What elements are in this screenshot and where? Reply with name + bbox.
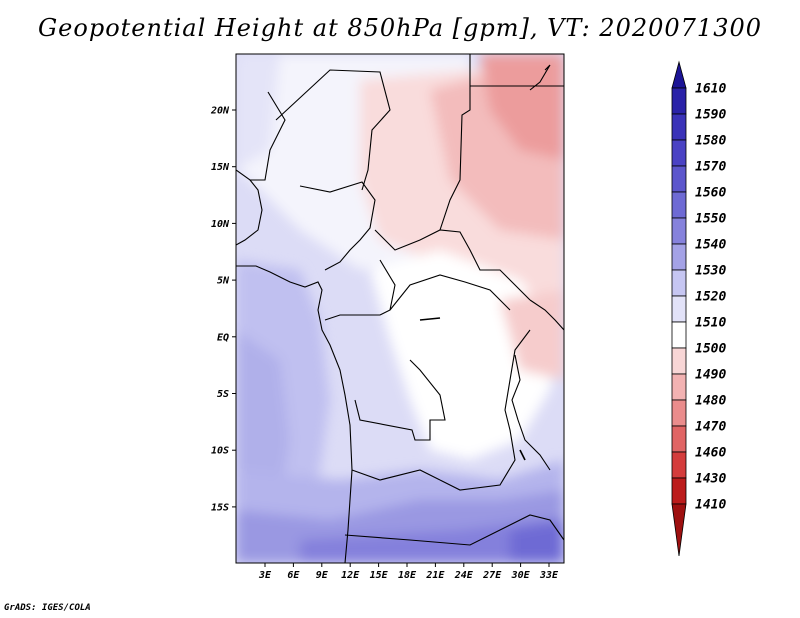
colorbar-segment (671, 477, 687, 505)
colorbar-label: 1510 (695, 316, 726, 331)
borders (236, 54, 564, 563)
lat-label: EQ (217, 332, 229, 343)
colorbar-label: 1490 (695, 368, 726, 383)
colorbar-segment (671, 165, 687, 193)
chart-title: Geopotential Height at 850hPa [gpm], VT:… (38, 14, 762, 42)
lon-label: 18E (398, 570, 417, 581)
colorbar-label: 1470 (695, 420, 726, 435)
lat-label: 10N (211, 219, 230, 230)
colorbar-label: 1480 (695, 394, 726, 409)
colorbar-label: 1460 (695, 446, 726, 461)
colorbar-label: 1590 (695, 108, 726, 123)
colorbar-segment (671, 347, 687, 375)
latitude-axis: 20N 15N 10N 5N EQ 5S 10S 15S (210, 106, 236, 513)
lon-label: 27E (482, 570, 502, 581)
lon-label: 30E (511, 570, 531, 581)
colorbar-label: 1410 (695, 498, 726, 513)
lon-label: 6E (287, 570, 300, 581)
lat-label: 10S (211, 446, 229, 457)
lat-label: 5S (217, 389, 229, 400)
colorbar-segment (671, 295, 687, 323)
lon-label: 33E (539, 570, 559, 581)
colorbar-label: 1550 (695, 212, 726, 227)
colorbar-label: 1570 (695, 160, 726, 175)
colorbar-segment (671, 87, 687, 115)
lat-label: 15S (211, 502, 229, 513)
lon-label: 24E (454, 570, 474, 581)
lon-label: 15E (370, 570, 389, 581)
colorbar-segment (671, 113, 687, 141)
colorbar-label: 1430 (695, 472, 726, 487)
colorbar-label: 1560 (695, 186, 726, 201)
lon-label: 3E (258, 570, 272, 581)
colorbar-segment (671, 451, 687, 479)
colorbar-segment (671, 139, 687, 167)
colorbar-label: 1520 (695, 290, 726, 305)
colorbar-segment (671, 503, 687, 557)
colorbar-segment (671, 191, 687, 219)
colorbar-label: 1610 (695, 82, 726, 97)
colorbar-segment (671, 321, 687, 349)
colorbar-label: 1580 (695, 134, 726, 149)
colorbar-segment (671, 60, 687, 89)
map-frame (235, 53, 565, 564)
lon-label: 12E (341, 570, 360, 581)
grads-credit: GrADS: IGES/COLA (4, 603, 91, 613)
colorbar-label: 1500 (695, 342, 726, 357)
colorbar-segment (671, 373, 687, 401)
colorbar-label: 1540 (695, 238, 726, 253)
lon-label: 21E (425, 570, 445, 581)
colorbar: 1610 1590 1580 1570 1560 1550 1540 1530 1520 1510… (671, 60, 726, 557)
lon-label: 9E (316, 570, 329, 581)
map-field (236, 54, 564, 563)
colorbar-segment (671, 399, 687, 427)
lat-label: 15N (211, 162, 230, 173)
longitude-axis: 3E 6E 9E 12E 15E 18E 21E 24E 27E 30E 33E (258, 563, 559, 581)
lat-label: 20N (210, 106, 230, 117)
lat-label: 5N (217, 276, 230, 287)
colorbar-segment (671, 243, 687, 271)
colorbar-segment (671, 269, 687, 297)
colorbar-segment (671, 425, 687, 453)
colorbar-segment (671, 217, 687, 245)
colorbar-label: 1530 (695, 264, 726, 279)
